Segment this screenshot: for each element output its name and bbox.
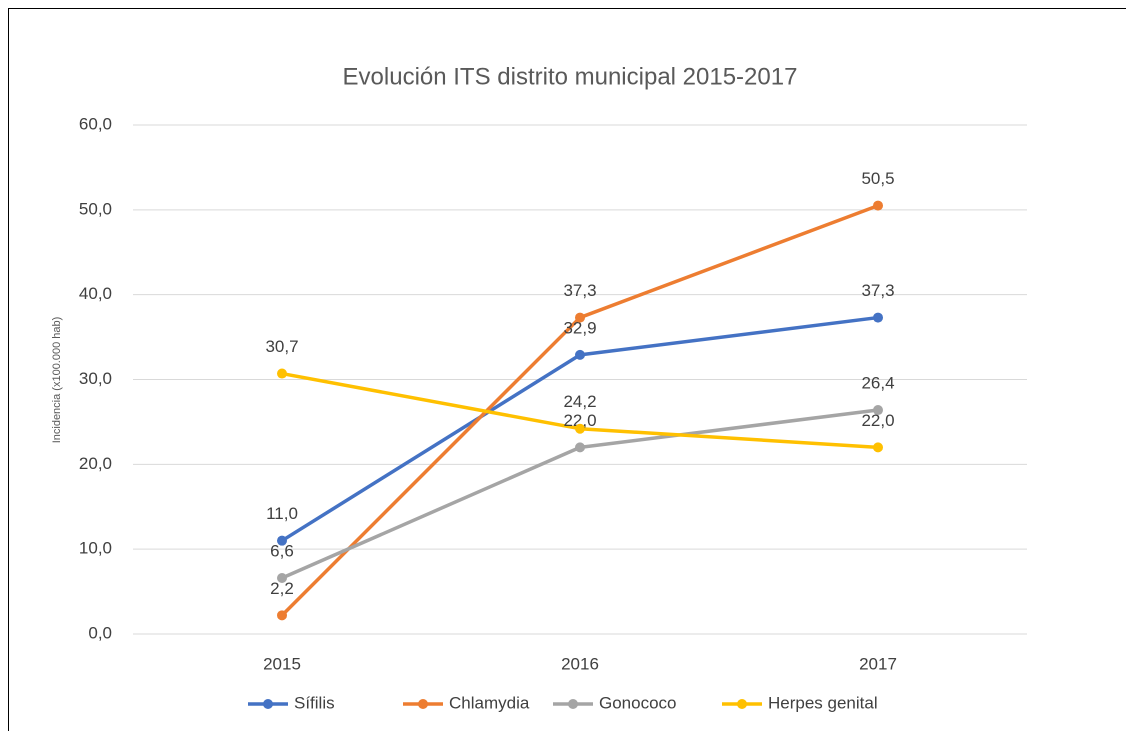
data-label: 50,5 bbox=[861, 169, 894, 188]
legend-label: Chlamydia bbox=[449, 693, 530, 712]
y-tick-label: 60,0 bbox=[79, 114, 112, 133]
legend-marker bbox=[263, 699, 273, 709]
legend-marker bbox=[737, 699, 747, 709]
data-point bbox=[575, 312, 585, 323]
legend-label: Sífilis bbox=[294, 693, 335, 712]
legend-marker bbox=[568, 699, 578, 709]
x-tick-label: 2017 bbox=[859, 654, 897, 673]
data-label: 37,3 bbox=[861, 281, 894, 300]
data-label: 26,4 bbox=[861, 374, 894, 393]
data-label: 6,6 bbox=[270, 541, 294, 560]
legend-label: Gonococo bbox=[599, 693, 677, 712]
x-tick-label: 2015 bbox=[263, 654, 301, 673]
data-label: 24,2 bbox=[563, 392, 596, 411]
y-tick-label: 20,0 bbox=[79, 454, 112, 473]
y-tick-label: 40,0 bbox=[79, 284, 112, 303]
data-label: 37,3 bbox=[563, 281, 596, 300]
data-label: 32,9 bbox=[563, 318, 596, 337]
y-tick-label: 10,0 bbox=[79, 539, 112, 558]
data-label: 22,0 bbox=[563, 411, 596, 430]
data-point bbox=[873, 405, 883, 416]
legend-label: Herpes genital bbox=[768, 693, 878, 712]
data-point bbox=[575, 423, 585, 434]
data-point bbox=[277, 610, 287, 621]
data-label: 2,2 bbox=[270, 579, 294, 598]
data-point bbox=[575, 442, 585, 453]
x-tick-label: 2016 bbox=[561, 654, 599, 673]
chart-title: Evolución ITS distrito municipal 2015-20… bbox=[343, 63, 798, 90]
y-tick-label: 0,0 bbox=[88, 623, 112, 642]
data-point bbox=[277, 368, 287, 379]
chart-frame bbox=[8, 8, 1126, 731]
y-axis-label: Incidencia (x100.000 hab) bbox=[51, 317, 63, 444]
data-label: 22,0 bbox=[861, 411, 894, 430]
y-tick-label: 50,0 bbox=[79, 199, 112, 218]
data-point bbox=[575, 349, 585, 360]
data-label: 30,7 bbox=[265, 337, 298, 356]
data-point bbox=[873, 200, 883, 211]
legend-marker bbox=[418, 699, 428, 709]
data-point bbox=[277, 535, 287, 546]
data-label: 11,0 bbox=[266, 504, 298, 523]
data-point bbox=[873, 312, 883, 323]
y-tick-label: 30,0 bbox=[79, 369, 112, 388]
data-point bbox=[873, 442, 883, 453]
data-point bbox=[277, 573, 287, 584]
